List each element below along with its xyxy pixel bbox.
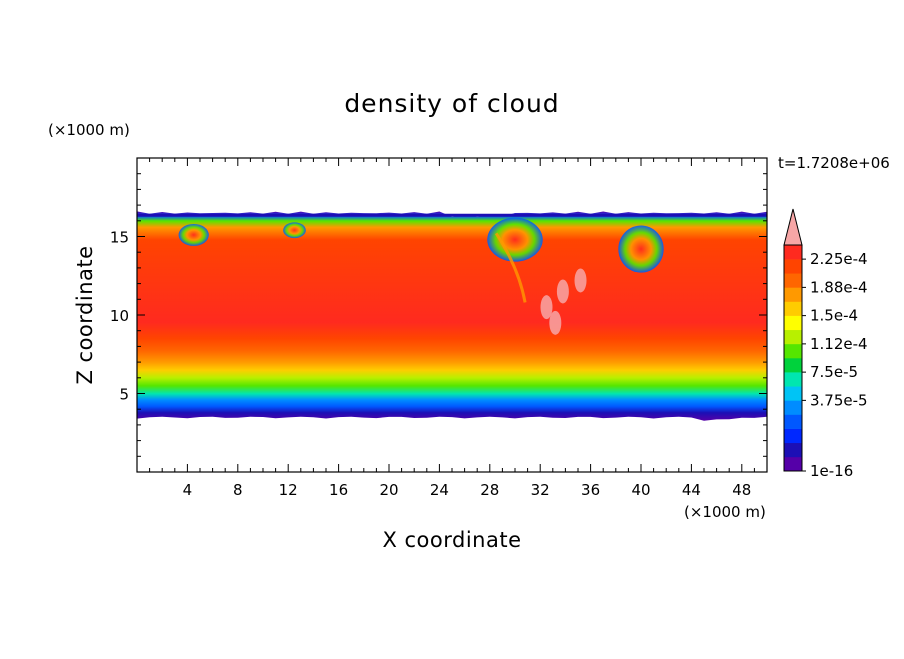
cloud-top-eddy	[178, 223, 209, 246]
x-tick-label: 28	[480, 481, 499, 499]
colorbar-segment	[784, 358, 802, 373]
colorbar-label: 1.5e-4	[810, 307, 858, 325]
colorbar-segment	[784, 386, 802, 401]
colorbar: 2.25e-4 1.88e-4 1.5e-4 1.12e-4 7.5e-5 3.75e-5…	[783, 208, 868, 480]
x-axis: 4 8 12 16 20 24 28 32 36 40 44 48	[149, 158, 755, 499]
x-tick-label: 16	[329, 481, 348, 499]
y-tick-label: 10	[110, 307, 129, 325]
time-label: t=1.7208e+06	[778, 154, 890, 172]
x-tick-label: 8	[233, 481, 243, 499]
x-tick-label: 20	[379, 481, 398, 499]
colorbar-segment	[784, 245, 802, 260]
colorbar-label: 2.25e-4	[810, 250, 868, 268]
x-tick-label: 40	[631, 481, 650, 499]
y-tick-label: 15	[110, 229, 129, 247]
y-tick-label: 5	[119, 386, 129, 404]
cloud-core	[540, 295, 553, 320]
cloud-filament	[494, 232, 527, 303]
colorbar-label: 1e-16	[810, 462, 853, 480]
colorbar-segment	[784, 442, 802, 458]
x-tick-label: 32	[531, 481, 550, 499]
colorbar-segment	[784, 414, 802, 429]
colorbar-segment	[784, 273, 802, 288]
colorbar-segment	[784, 329, 802, 345]
cloud-core	[556, 279, 569, 304]
x-tick-label: 48	[732, 481, 751, 499]
x-tick-label: 44	[682, 481, 701, 499]
cloud-top-eddy	[487, 217, 543, 262]
colorbar-segment	[784, 456, 802, 472]
x-tick-label: 12	[279, 481, 298, 499]
cloud-core	[574, 268, 587, 293]
colorbar-label: 1.12e-4	[810, 335, 868, 353]
x-tick-label: 36	[581, 481, 600, 499]
cloud-core	[549, 310, 562, 335]
colorbar-segment	[784, 343, 802, 359]
colorbar-segment	[784, 315, 802, 331]
colorbar-extend-arrow	[783, 208, 803, 246]
x-axis-label: X coordinate	[382, 528, 521, 552]
colorbar-segment	[784, 372, 802, 387]
x-unit-label: (×1000 m)	[684, 503, 766, 521]
y-unit-label: (×1000 m)	[48, 121, 130, 139]
colorbar-frame	[783, 244, 803, 472]
cloud-top-eddy	[618, 225, 664, 273]
colorbar-label: 3.75e-5	[810, 391, 868, 409]
x-tick-label: 24	[430, 481, 449, 499]
y-axis-label: Z coordinate	[73, 245, 97, 384]
colorbar-segment	[784, 301, 802, 316]
colorbar-segment	[784, 287, 802, 302]
plot-area	[136, 157, 768, 473]
colorbar-label: 1.88e-4	[810, 278, 868, 296]
y-axis: 5 10 15	[110, 173, 767, 457]
colorbar-label: 7.5e-5	[810, 363, 858, 381]
x-tick-label: 4	[183, 481, 193, 499]
chart-title: density of cloud	[344, 89, 559, 118]
colorbar-segment	[784, 428, 802, 444]
density-field	[137, 211, 767, 421]
colorbar-segment	[784, 400, 802, 415]
cloud-top-eddy	[283, 222, 306, 239]
cloud-band	[137, 211, 767, 421]
colorbar-segment	[784, 259, 802, 274]
